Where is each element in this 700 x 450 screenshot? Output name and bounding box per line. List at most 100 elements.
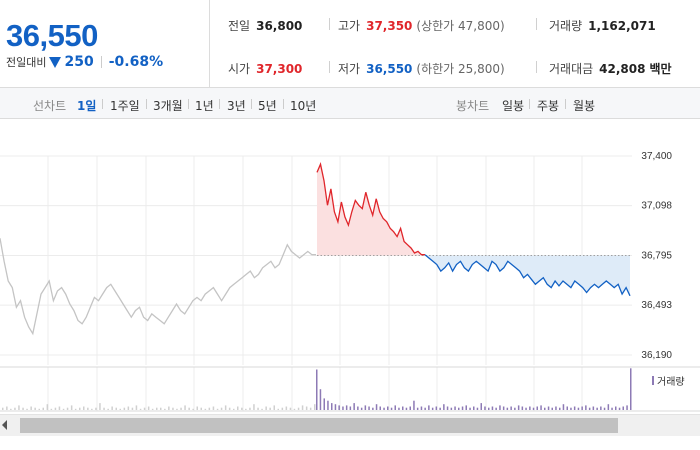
scrollbar-thumb[interactable] [20,418,618,433]
volume-bar [245,408,247,410]
down-triangle-icon [49,56,62,68]
line-chart-label: 선차트 [33,99,67,113]
volume-bar [265,406,267,410]
scroll-left-icon[interactable] [2,420,7,430]
volume-bar [87,407,89,410]
volume-bar [353,403,355,410]
volume-bar [446,406,449,410]
stat-high: 고가 37,350 (상한가 47,800) [338,17,505,34]
volume-bar [293,408,296,410]
chart-lines [0,162,631,336]
volume-bar [111,406,113,410]
volume-bar [473,406,475,410]
period-3y-button[interactable]: 3년 [227,99,246,113]
volume-bar [58,406,61,410]
change-value: 250 [64,54,94,70]
volume-bar [10,408,12,410]
volume-bar [319,389,322,410]
stat-value: 36,800 [256,19,303,33]
volume-bar [192,408,194,410]
period-1w-button[interactable]: 1주일 [110,99,140,113]
candle-monthly-button[interactable]: 월봉 [573,99,596,113]
change-row: 전일대비 250 -0.68% [6,54,163,70]
volume-bar [431,407,434,410]
stat-amount: 거래대금 42,808 백만 [549,60,672,77]
stat-unit: 백만 [649,62,672,76]
stat-sub: (하한가 25,800) [416,62,505,76]
price-chart[interactable]: 37,400 37,098 36,795 36,493 36,190 [0,119,700,414]
session-up-line [316,162,425,256]
volume-bar [127,406,130,410]
volume-bar [547,406,550,410]
volume-bar [99,403,101,410]
volume-bar [443,404,445,410]
divider [102,99,103,109]
volume-bar [22,407,24,410]
volume-bar [188,407,190,410]
volume-bar [160,407,162,410]
y-tick-label: 36,795 [641,251,672,262]
volume-bar [316,369,318,410]
volume-bar [30,406,32,410]
volume-bar [42,407,44,410]
volume-bar [532,407,535,410]
stat-label: 거래량 [549,19,583,33]
volume-bar [338,405,340,410]
volume-bar [357,406,359,410]
stat-value: 42,808 [599,62,646,76]
chart-fills [317,164,630,296]
volume-bar [204,408,207,410]
volume-bar [585,405,587,410]
volume-bar [261,408,263,410]
volume-bar [277,408,279,410]
volume-bar [454,406,456,410]
period-1d-button[interactable]: 1일 [77,99,97,113]
volume-bar [536,406,538,410]
volume-bar [465,405,467,410]
volume-bar [6,406,8,410]
divider [529,99,530,109]
period-toolbar: 선차트 1일 1주일 3개월 1년 3년 5년 10년 봉차트 일봉 주봉 월봉 [0,88,700,119]
y-tick-label: 37,400 [641,151,672,162]
volume-bar [517,405,520,410]
volume-bar [600,406,602,410]
divider [329,61,330,73]
chart-scrollbar[interactable] [0,414,700,436]
y-tick-label: 36,190 [641,350,672,361]
candle-weekly-button[interactable]: 주봉 [537,99,560,113]
period-10y-button[interactable]: 10년 [290,99,317,113]
divider [283,99,284,109]
stat-value: 37,300 [256,62,303,76]
stat-value: 1,162,071 [588,19,656,33]
volume-bar [360,407,363,410]
volume-bar [480,403,482,410]
candle-daily-button[interactable]: 일봉 [502,99,525,113]
volume-bar [305,406,308,410]
volume-bar [289,407,292,410]
volume-bar [269,407,271,410]
volume-bar [50,408,53,410]
period-5y-button[interactable]: 5년 [258,99,277,113]
volume-bar [551,407,553,410]
candle-chart-label: 봉차트 [456,99,490,113]
y-tick-label: 37,098 [641,201,672,212]
volume-bar [79,407,81,410]
volume-bar [529,406,531,410]
down-area-fill [425,254,630,296]
volume-bar [184,405,186,410]
period-1y-button[interactable]: 1년 [195,99,214,113]
volume-bar [95,407,97,410]
volume-bar [119,408,121,410]
stat-label: 시가 [228,62,251,76]
volume-bar [297,407,300,410]
volume-bar [428,405,430,410]
volume-bar [379,406,381,410]
chart-grid [0,155,700,412]
volume-bar [241,407,243,410]
volume-bar [420,406,423,410]
volume-bar [555,406,557,410]
divider [146,99,147,109]
volume-bar [510,406,512,410]
period-3m-button[interactable]: 3개월 [153,99,183,113]
volume-bar [349,406,352,410]
